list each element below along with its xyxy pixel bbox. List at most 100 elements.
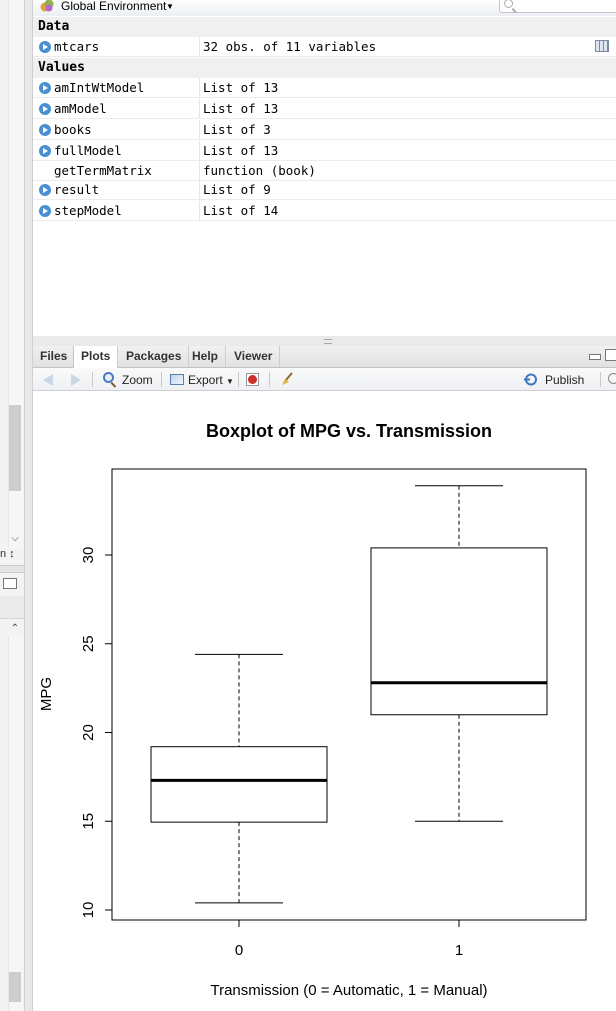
column-divider bbox=[199, 99, 200, 118]
env-row-stepModel[interactable]: stepModel List of 14 bbox=[33, 201, 616, 221]
maximize-icon[interactable] bbox=[605, 349, 616, 361]
splitter-grip-icon[interactable] bbox=[324, 339, 332, 344]
column-divider bbox=[199, 180, 200, 199]
env-row-name: amIntWtModel bbox=[54, 80, 145, 95]
minimize-icon[interactable] bbox=[589, 354, 601, 360]
toolbar-separator bbox=[269, 372, 270, 387]
env-row-value: 32 obs. of 11 variables bbox=[203, 39, 377, 54]
publish-icon[interactable] bbox=[523, 373, 539, 386]
tab-packages[interactable]: Packages bbox=[119, 346, 190, 367]
left-combo-box[interactable]: n ↕ bbox=[0, 548, 15, 560]
broom-icon[interactable] bbox=[280, 372, 294, 386]
section-header-data: Data bbox=[33, 17, 616, 37]
iqr-box bbox=[370, 547, 548, 716]
x-tick-label: 0 bbox=[235, 942, 243, 959]
expand-icon[interactable] bbox=[39, 82, 51, 94]
x-axis-label: Transmission (0 = Automatic, 1 = Manual) bbox=[210, 982, 487, 999]
env-row-name: getTermMatrix bbox=[54, 163, 152, 178]
zoom-icon[interactable] bbox=[103, 372, 114, 383]
refresh-icon[interactable] bbox=[608, 373, 616, 384]
boxplot-chart: Boxplot of MPG vs. Transmission 10152025… bbox=[38, 421, 587, 999]
env-row-mtcars[interactable]: mtcars 32 obs. of 11 variables bbox=[33, 37, 616, 57]
plot-frame bbox=[111, 468, 587, 921]
grid-view-icon[interactable] bbox=[595, 40, 609, 52]
forward-arrow-icon[interactable] bbox=[71, 374, 81, 386]
plots-toolbar: Zoom Export ▼ Publish bbox=[33, 368, 616, 391]
y-tick-label: 10 bbox=[80, 902, 97, 919]
chart-title: Boxplot of MPG vs. Transmission bbox=[206, 421, 492, 441]
environment-scope-selector[interactable]: Global Environment bbox=[61, 0, 167, 13]
tab-help[interactable]: Help bbox=[185, 346, 227, 367]
expand-icon[interactable] bbox=[39, 184, 51, 196]
y-tick-label: 30 bbox=[80, 547, 97, 564]
left-combo-text: n bbox=[0, 548, 7, 560]
y-tick-label: 20 bbox=[80, 724, 97, 741]
environment-pane: Global Environment ▼ Data mtcars 32 obs.… bbox=[33, 0, 616, 337]
export-icon[interactable] bbox=[170, 374, 184, 385]
env-row-name: mtcars bbox=[54, 39, 100, 54]
env-row-name: stepModel bbox=[54, 203, 122, 218]
left-pane-divider[interactable] bbox=[0, 565, 26, 573]
environment-icon bbox=[40, 0, 54, 12]
scroll-up-arrow-icon[interactable]: ⌃ bbox=[10, 623, 20, 634]
env-row-name: amModel bbox=[54, 101, 107, 116]
environment-toolbar: Global Environment ▼ bbox=[33, 0, 616, 16]
env-row-value: function (book) bbox=[203, 163, 316, 178]
tab-files[interactable]: Files bbox=[33, 346, 76, 367]
env-row-amModel[interactable]: amModel List of 13 bbox=[33, 99, 616, 119]
column-divider bbox=[199, 141, 200, 160]
y-tick-label: 15 bbox=[80, 813, 97, 830]
env-row-value: List of 9 bbox=[203, 182, 271, 197]
env-row-value: List of 3 bbox=[203, 122, 271, 137]
export-button[interactable]: Export ▼ bbox=[188, 373, 234, 387]
column-divider bbox=[199, 120, 200, 139]
expand-icon[interactable] bbox=[39, 41, 51, 53]
search-icon bbox=[504, 0, 513, 8]
chevron-down-icon: ▼ bbox=[226, 377, 234, 386]
expand-icon[interactable] bbox=[39, 205, 51, 217]
left-scrollbar-thumb[interactable] bbox=[9, 405, 21, 491]
toolbar-separator bbox=[600, 372, 601, 387]
column-divider bbox=[199, 201, 200, 220]
expand-icon[interactable] bbox=[39, 145, 51, 157]
env-row-value: List of 13 bbox=[203, 101, 279, 116]
env-row-books[interactable]: books List of 3 bbox=[33, 120, 616, 140]
left-scrollbar-lower[interactable] bbox=[8, 636, 23, 1011]
toolbar-separator bbox=[92, 372, 93, 387]
column-divider bbox=[199, 78, 200, 97]
y-tick-label: 25 bbox=[80, 635, 97, 652]
tab-viewer[interactable]: Viewer bbox=[227, 346, 281, 367]
horizontal-pane-splitter[interactable] bbox=[33, 336, 616, 346]
y-axis: 10 15 20 25 30 bbox=[80, 547, 112, 919]
env-row-value: List of 13 bbox=[203, 143, 279, 158]
vertical-pane-splitter[interactable] bbox=[24, 0, 33, 1011]
clear-plot-icon[interactable] bbox=[246, 373, 259, 386]
env-row-name: fullModel bbox=[54, 143, 122, 158]
left-scrollbar-lower-thumb[interactable] bbox=[9, 972, 21, 1002]
env-row-name: books bbox=[54, 122, 92, 137]
box-0 bbox=[150, 653, 328, 904]
env-row-value: List of 13 bbox=[203, 80, 279, 95]
y-axis-label: MPG bbox=[38, 677, 55, 711]
env-row-result[interactable]: result List of 9 bbox=[33, 180, 616, 200]
column-divider bbox=[199, 161, 200, 180]
environment-search-input[interactable] bbox=[499, 0, 616, 13]
export-label: Export bbox=[188, 373, 223, 387]
expand-icon[interactable] bbox=[39, 124, 51, 136]
toolbar-separator bbox=[238, 372, 239, 387]
env-row-fullModel[interactable]: fullModel List of 13 bbox=[33, 141, 616, 161]
left-pane-window-icon[interactable] bbox=[3, 578, 17, 589]
tab-plots[interactable]: Plots bbox=[73, 346, 119, 368]
zoom-button[interactable]: Zoom bbox=[122, 373, 153, 387]
back-arrow-icon[interactable] bbox=[43, 374, 53, 386]
expand-icon[interactable] bbox=[39, 103, 51, 115]
env-row-getTermMatrix[interactable]: getTermMatrix function (book) bbox=[33, 161, 616, 181]
x-tick-label: 1 bbox=[455, 942, 463, 959]
scroll-down-arrow-icon[interactable]: ⌵ bbox=[11, 533, 19, 544]
env-row-amIntWtModel[interactable]: amIntWtModel List of 13 bbox=[33, 78, 616, 98]
chevron-down-icon[interactable]: ▼ bbox=[166, 2, 174, 11]
publish-button[interactable]: Publish bbox=[545, 373, 585, 387]
toolbar-separator bbox=[161, 372, 162, 387]
left-pane-header bbox=[0, 596, 24, 619]
